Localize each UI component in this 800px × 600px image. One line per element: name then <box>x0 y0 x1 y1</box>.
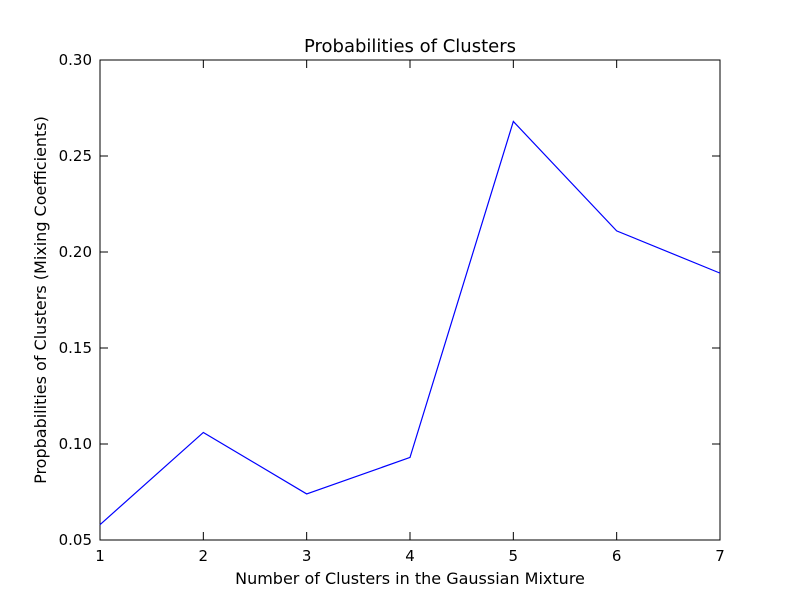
x-tick-label: 5 <box>509 547 519 565</box>
x-tick-label: 2 <box>199 547 209 565</box>
y-tick-label: 0.30 <box>59 51 92 69</box>
y-tick-label: 0.10 <box>59 435 92 453</box>
x-axis-label: Number of Clusters in the Gaussian Mixtu… <box>235 569 585 588</box>
series-layer <box>99 120 721 526</box>
x-tick-label: 7 <box>715 547 725 565</box>
x-tick-label: 6 <box>612 547 622 565</box>
x-tick-label: 4 <box>405 547 415 565</box>
y-tick-label: 0.15 <box>59 339 92 357</box>
y-tick-label: 0.20 <box>59 243 92 261</box>
series-line <box>99 120 721 526</box>
plot-frame <box>99 59 721 541</box>
x-tick-label: 3 <box>302 547 312 565</box>
x-axis-ticks: 1 2 3 4 5 6 7 <box>95 60 725 565</box>
chart-title: Probabilities of Clusters <box>304 36 516 57</box>
y-tick-label: 0.25 <box>59 147 92 165</box>
y-axis-label: Propbabilities of Clusters (Mixing Coeff… <box>31 116 50 484</box>
y-tick-label: 0.05 <box>59 531 92 549</box>
x-tick-label: 1 <box>95 547 105 565</box>
y-axis-ticks: 0.05 0.10 0.15 0.20 0.25 0.30 <box>59 51 720 549</box>
